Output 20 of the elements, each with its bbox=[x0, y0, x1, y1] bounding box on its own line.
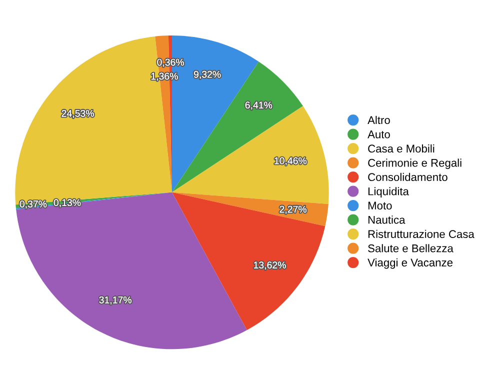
legend-label: Auto bbox=[368, 130, 390, 138]
data-label: 13,62% bbox=[254, 262, 286, 270]
legend-label: Viaggi e Vacanze bbox=[368, 258, 453, 269]
legend-label: Ristrutturazione Casa bbox=[368, 230, 474, 238]
data-label: 24,53% bbox=[62, 110, 94, 118]
pie-slice bbox=[16, 192, 247, 350]
pie-slice bbox=[172, 192, 326, 330]
data-label: 6,41% bbox=[245, 102, 272, 110]
legend-label: Consolidamento bbox=[368, 172, 448, 182]
legend-label: Casa e Mobili bbox=[368, 144, 434, 153]
legend-label: Liquidita bbox=[368, 187, 409, 198]
legend-label: Salute e Bellezza bbox=[368, 244, 454, 252]
legend-label: Cerimonie e Regali bbox=[368, 158, 462, 169]
data-label: 10,46% bbox=[274, 157, 307, 166]
legend-label: Altro bbox=[368, 116, 390, 124]
data-label: 9,32% bbox=[194, 70, 221, 79]
data-label: 31,17% bbox=[99, 296, 132, 304]
data-label: 2,27% bbox=[280, 206, 306, 214]
legend-label: Nautica bbox=[368, 216, 406, 224]
legend-label: Moto bbox=[368, 202, 392, 210]
